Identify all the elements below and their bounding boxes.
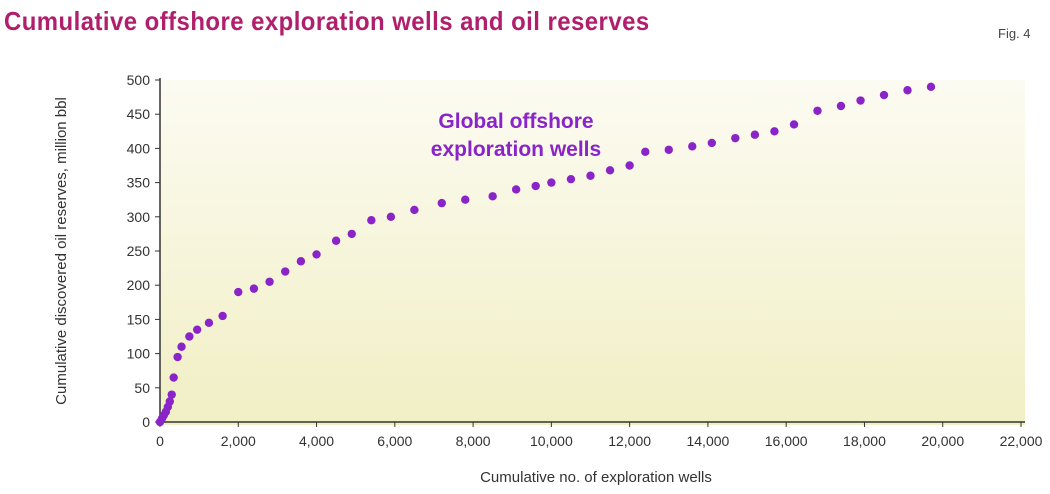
data-point [218, 311, 227, 321]
figure-label: Fig. 4 [998, 26, 1031, 41]
data-point [331, 236, 341, 245]
data-point [789, 120, 799, 129]
y-tick-label: 350 [127, 175, 151, 191]
y-tick-label: 400 [127, 140, 151, 156]
x-tick-label: 0 [156, 433, 164, 449]
x-tick-label: 16,000 [765, 433, 808, 449]
data-point [836, 101, 846, 111]
data-point [664, 145, 673, 154]
y-tick-label: 0 [142, 414, 150, 430]
x-tick-label: 22,000 [1000, 433, 1043, 449]
data-point [461, 195, 470, 204]
data-point [165, 397, 174, 406]
y-axis-title: Cumulative discovered oil reserves, mill… [53, 97, 70, 405]
data-point [488, 192, 497, 201]
axes: 0 2,000 4,000 6,000 8,000 10,000 12,000 14,000 1… [127, 72, 1043, 449]
data-point [177, 342, 186, 351]
y-tick-label: 150 [127, 311, 151, 327]
x-tick-label: 8,000 [456, 433, 491, 449]
data-point [185, 332, 194, 341]
y-tick-label: 500 [127, 72, 151, 88]
data-point [770, 127, 779, 136]
data-point [605, 166, 615, 175]
y-tick-label: 250 [127, 243, 151, 259]
data-point [731, 133, 740, 143]
plot-background [160, 80, 1025, 425]
annotation-line-2: exploration wells [431, 138, 601, 161]
data-point [234, 287, 243, 297]
data-point [281, 267, 290, 276]
x-tick-label: 12,000 [608, 433, 651, 449]
data-point [249, 284, 259, 293]
data-point [688, 142, 697, 151]
data-point [586, 171, 595, 180]
data-points [155, 82, 936, 427]
x-tick-label: 18,000 [843, 433, 886, 449]
data-point [879, 90, 889, 100]
data-point [856, 96, 865, 105]
data-point [367, 216, 376, 225]
data-point [347, 229, 356, 239]
data-point [707, 138, 717, 148]
x-tick-label: 6,000 [377, 433, 412, 449]
data-point [296, 257, 306, 266]
y-tick-label: 50 [134, 380, 150, 396]
x-tick-label: 4,000 [299, 433, 334, 449]
data-point [750, 130, 760, 139]
y-tick-label: 450 [127, 106, 151, 122]
data-point [192, 325, 202, 334]
data-point [641, 147, 650, 157]
x-axis-title: Cumulative no. of exploration wells [480, 469, 712, 486]
annotation-line-1: Global offshore [438, 110, 593, 133]
chart-title: Cumulative offshore exploration wells an… [4, 6, 650, 36]
data-point [926, 82, 936, 92]
data-point [173, 352, 182, 362]
y-tick-label: 200 [127, 277, 151, 293]
data-point [204, 318, 214, 328]
x-tick-label: 10,000 [530, 433, 573, 449]
data-point [437, 198, 446, 208]
data-point [265, 277, 274, 286]
data-point [813, 106, 822, 115]
x-tick-label: 14,000 [686, 433, 729, 449]
x-tick-label: 2,000 [221, 433, 256, 449]
y-tick-label: 300 [127, 209, 151, 225]
data-point [566, 174, 576, 184]
data-point [410, 205, 419, 215]
x-tick-label: 20,000 [921, 433, 964, 449]
data-point [547, 178, 556, 187]
data-point [903, 86, 912, 95]
data-point [531, 181, 540, 191]
data-point [167, 390, 176, 399]
y-tick-label: 100 [127, 346, 151, 362]
data-point [312, 250, 321, 259]
data-point [511, 185, 521, 194]
data-point [169, 373, 178, 382]
data-point [625, 161, 634, 170]
data-point [386, 212, 396, 221]
